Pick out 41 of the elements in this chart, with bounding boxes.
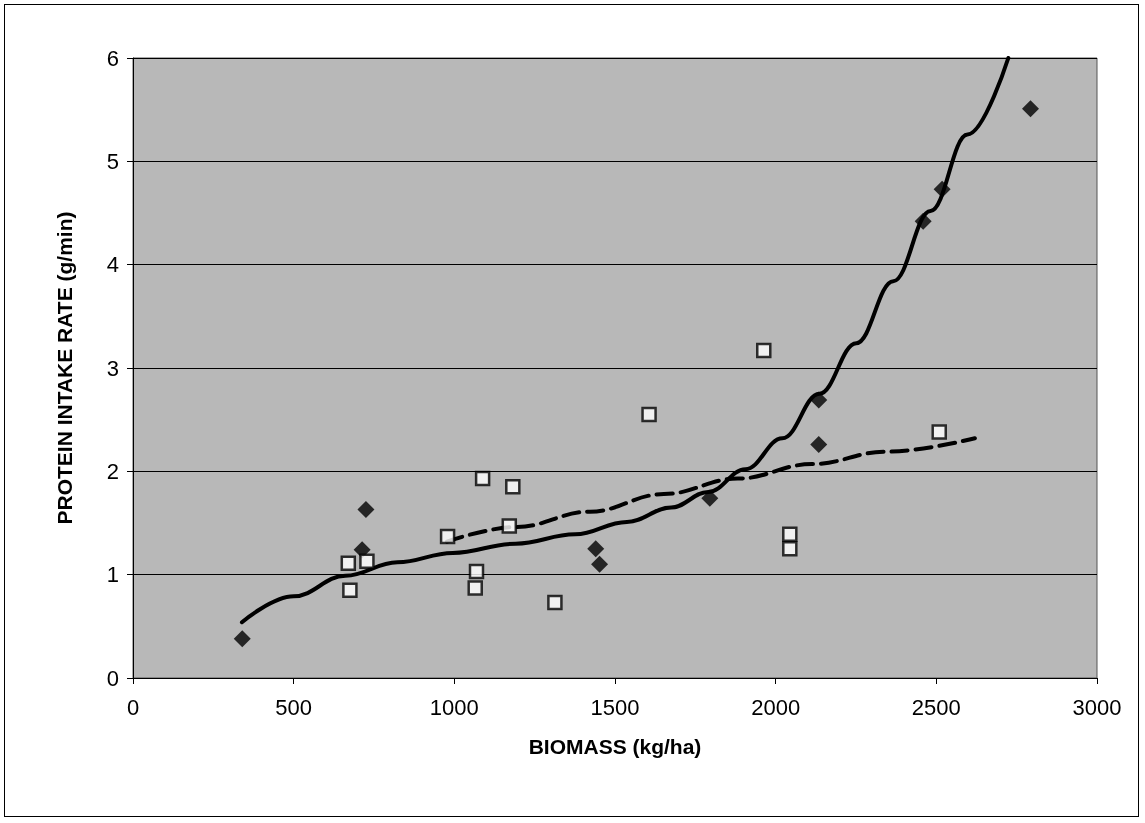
x-tick-label: 0 xyxy=(126,694,140,720)
point xyxy=(641,406,657,423)
point xyxy=(501,518,518,534)
y-tick-label: 6 xyxy=(106,45,119,71)
point xyxy=(505,479,521,495)
y-tick-label: 2 xyxy=(106,458,119,484)
x-tick-label: 500 xyxy=(275,694,313,720)
x-tick-label: 2000 xyxy=(751,694,801,720)
y-tick-label: 5 xyxy=(106,148,119,174)
y-tick-label: 3 xyxy=(106,355,119,381)
point xyxy=(359,553,375,569)
point xyxy=(933,180,951,198)
point xyxy=(1021,100,1039,118)
point xyxy=(547,594,563,611)
point xyxy=(474,470,491,487)
point xyxy=(931,424,947,440)
x-tick-label: 2500 xyxy=(911,694,961,720)
point xyxy=(340,555,357,572)
x-tick-label: 1500 xyxy=(590,694,640,720)
point xyxy=(701,489,719,507)
point xyxy=(233,630,251,648)
point xyxy=(756,342,772,359)
y-tick-label: 1 xyxy=(106,562,119,588)
point xyxy=(591,555,609,573)
point xyxy=(357,501,375,519)
point xyxy=(468,563,485,580)
x-tick-label: 1000 xyxy=(429,694,479,720)
point xyxy=(810,391,828,409)
x-tick-label: 3000 xyxy=(1072,694,1122,720)
point xyxy=(782,526,798,543)
y-tick-label: 0 xyxy=(106,665,119,691)
point xyxy=(587,540,605,558)
point xyxy=(467,580,483,596)
point xyxy=(439,528,456,545)
point xyxy=(914,212,932,230)
point xyxy=(810,435,828,453)
y-axis-title: PROTEIN INTAKE RATE (g/min) xyxy=(53,211,76,525)
y-tick-label: 4 xyxy=(106,252,119,278)
x-axis-title: BIOMASS (kg/ha) xyxy=(528,735,702,758)
point xyxy=(782,541,798,557)
point xyxy=(342,582,358,598)
